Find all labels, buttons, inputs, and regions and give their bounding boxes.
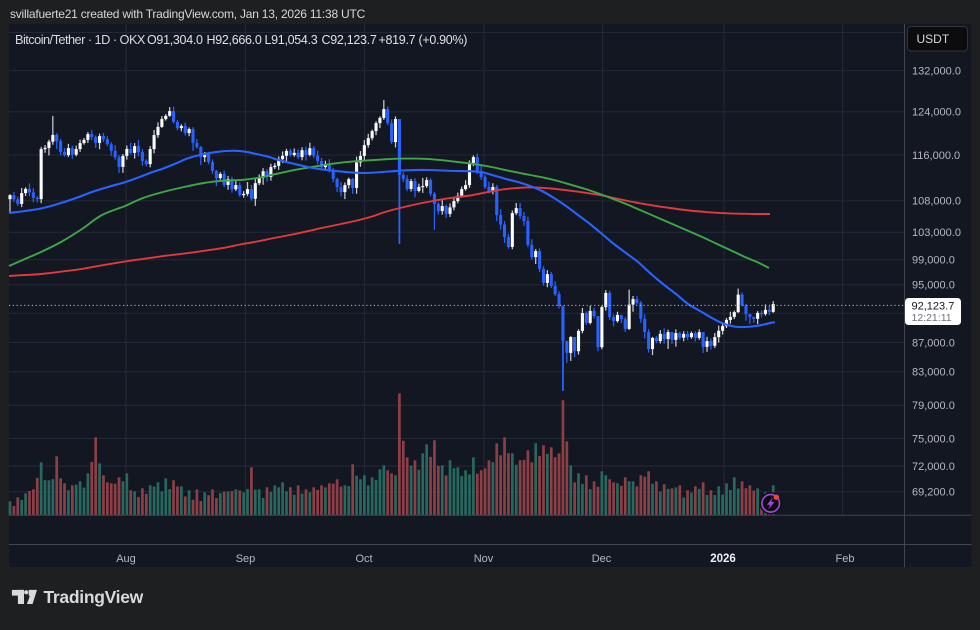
svg-text:H92,666.0: H92,666.0 bbox=[207, 33, 262, 47]
svg-text:87,000.0: 87,000.0 bbox=[912, 337, 955, 349]
svg-text:O91,304.0: O91,304.0 bbox=[147, 33, 203, 47]
svg-text:108,000.0: 108,000.0 bbox=[912, 196, 961, 208]
svg-text:+819.7 (+0.90%): +819.7 (+0.90%) bbox=[379, 33, 468, 47]
svg-text:svillafuerte21 created with Tr: svillafuerte21 created with TradingView.… bbox=[10, 7, 366, 21]
svg-text:103,000.0: 103,000.0 bbox=[912, 227, 961, 239]
svg-text:79,000.0: 79,000.0 bbox=[912, 400, 955, 412]
svg-text:83,000.0: 83,000.0 bbox=[912, 367, 955, 379]
svg-text:C92,123.7: C92,123.7 bbox=[322, 33, 377, 47]
svg-text:132,000.0: 132,000.0 bbox=[912, 65, 961, 77]
svg-text:69,200.0: 69,200.0 bbox=[912, 487, 955, 499]
svg-text:Nov: Nov bbox=[474, 553, 494, 565]
svg-text:L91,054.3: L91,054.3 bbox=[265, 33, 318, 47]
svg-text:Aug: Aug bbox=[116, 553, 136, 565]
svg-text:Oct: Oct bbox=[355, 553, 372, 565]
svg-text:75,000.0: 75,000.0 bbox=[912, 433, 955, 445]
svg-text:116,000.0: 116,000.0 bbox=[912, 150, 960, 162]
svg-text:Sep: Sep bbox=[236, 553, 256, 565]
svg-text:124,000.0: 124,000.0 bbox=[912, 107, 961, 119]
svg-text:Feb: Feb bbox=[836, 553, 855, 565]
svg-text:99,000.0: 99,000.0 bbox=[912, 255, 955, 267]
svg-text:TradingView: TradingView bbox=[44, 587, 144, 607]
svg-text:2026: 2026 bbox=[710, 553, 736, 565]
svg-text:USDT: USDT bbox=[917, 32, 950, 46]
svg-text:95,000.0: 95,000.0 bbox=[912, 280, 955, 292]
svg-text:12:21:11: 12:21:11 bbox=[912, 312, 952, 324]
svg-text:Bitcoin/Tether · 1D · OKX: Bitcoin/Tether · 1D · OKX bbox=[15, 32, 146, 47]
svg-text:72,000.0: 72,000.0 bbox=[912, 461, 955, 473]
svg-text:92,123.7: 92,123.7 bbox=[912, 301, 955, 313]
svg-text:Dec: Dec bbox=[592, 553, 612, 565]
